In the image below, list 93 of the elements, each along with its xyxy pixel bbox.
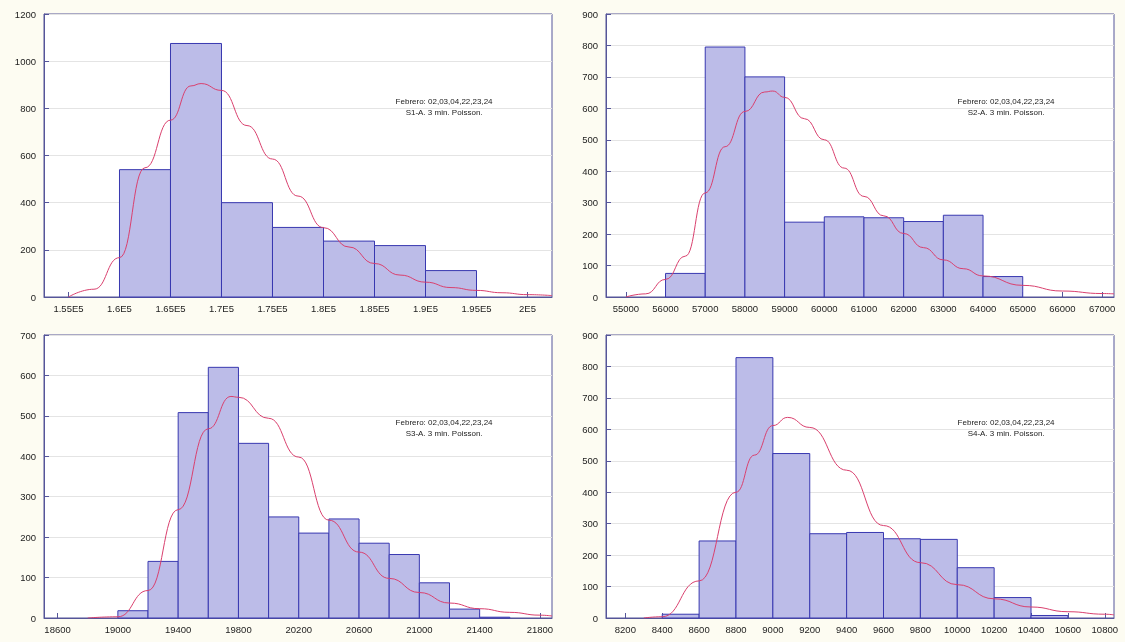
y-tick-label: 200 — [20, 244, 36, 256]
x-tick-label: 21400 — [466, 623, 493, 635]
x-tick-label: 65000 — [1009, 302, 1036, 314]
y-tick-label: 500 — [20, 410, 36, 422]
y-tick-label: 400 — [20, 197, 36, 209]
x-tick-label: 67000 — [1088, 302, 1116, 314]
x-tick-label: 9200 — [799, 623, 821, 635]
x-tick-label: 66000 — [1049, 302, 1076, 314]
x-tick-label: 1.95E5 — [461, 302, 492, 314]
x-tick-label: 2E5 — [519, 302, 536, 314]
y-tick-label: 0 — [592, 612, 598, 624]
y-tick-label: 600 — [20, 369, 36, 381]
x-tick-label: 1.55E5 — [53, 302, 84, 314]
x-tick-label: 59000 — [771, 302, 798, 314]
x-tick-label: 8400 — [651, 623, 673, 635]
annotation: Febrero: 02,03,04,22,23,24 — [957, 417, 1056, 427]
y-tick-label: 400 — [582, 486, 598, 498]
line-series — [643, 416, 1115, 619]
x-tick-label: 8800 — [725, 623, 747, 635]
y-tick-label: 300 — [582, 518, 598, 530]
x-tick-label: 1.75E5 — [257, 302, 288, 314]
y-tick-label: 700 — [20, 329, 36, 341]
y-tick-label: 600 — [582, 102, 598, 114]
y-tick-label: 800 — [582, 39, 598, 51]
y-tick-label: 0 — [592, 291, 598, 303]
annotation: S3-A. 3 min. Poisson. — [405, 428, 483, 438]
x-tick-label: 1.85E5 — [359, 302, 390, 314]
x-tick-label: 60000 — [811, 302, 838, 314]
y-tick-label: 600 — [20, 150, 36, 161]
x-tick-label: 1.65E5 — [155, 302, 186, 314]
x-tick-label: 8600 — [688, 623, 710, 635]
x-tick-label: 10800 — [1091, 623, 1118, 635]
y-tick-label: 200 — [582, 228, 598, 240]
x-tick-label: 8200 — [614, 623, 636, 635]
y-tick-label: 100 — [20, 572, 36, 584]
line-series — [87, 395, 553, 619]
y-tick-label: 100 — [582, 260, 598, 272]
annotation: S1-A. 3 min. Poisson. — [405, 107, 483, 117]
x-tick-label: 9400 — [836, 623, 858, 635]
line-series — [625, 90, 1115, 298]
y-tick-label: 0 — [30, 612, 36, 624]
y-tick-label: 700 — [582, 71, 598, 83]
x-tick-label: 1.7E5 — [209, 302, 234, 314]
annotation: Febrero: 02,03,04,22,23,24 — [395, 417, 494, 427]
x-tick-label: 61000 — [850, 302, 878, 314]
x-tick-label: 10400 — [1017, 623, 1045, 635]
y-tick-label: 600 — [582, 423, 598, 435]
y-tick-label: 800 — [582, 360, 598, 372]
x-tick-label: 9000 — [762, 623, 784, 635]
y-tick-label: 800 — [20, 102, 36, 114]
x-tick-label: 57000 — [692, 302, 719, 314]
x-tick-label: 62000 — [890, 302, 917, 314]
x-tick-label: 20600 — [345, 623, 373, 635]
line-series — [67, 83, 553, 298]
y-tick-label: 400 — [20, 450, 36, 462]
annotation: S2-A. 3 min. Poisson. — [967, 107, 1045, 117]
x-tick-label: 18600 — [44, 623, 71, 635]
x-tick-label: 10200 — [980, 623, 1008, 635]
y-tick-label: 300 — [20, 491, 36, 503]
x-tick-label: 21800 — [526, 623, 554, 635]
y-tick-label: 500 — [582, 134, 598, 146]
x-tick-label: 1.8E5 — [311, 302, 336, 314]
y-tick-label: 200 — [582, 549, 598, 561]
x-tick-label: 1.9E5 — [413, 302, 438, 314]
x-tick-label: 19000 — [104, 623, 132, 635]
y-tick-label: 900 — [582, 8, 598, 20]
x-tick-label: 64000 — [969, 302, 997, 314]
x-tick-label: 56000 — [652, 302, 679, 314]
x-tick-label: 20200 — [285, 623, 312, 635]
x-tick-label: 55000 — [612, 302, 640, 314]
y-tick-label: 100 — [582, 581, 598, 593]
y-tick-label: 500 — [582, 455, 598, 467]
y-tick-label: 900 — [582, 329, 598, 341]
x-tick-label: 58000 — [731, 302, 759, 314]
x-tick-label: 9800 — [909, 623, 931, 635]
annotation: Febrero: 02,03,04,22,23,24 — [957, 96, 1056, 106]
x-tick-label: 19800 — [225, 623, 252, 635]
x-tick-label: 1.6E5 — [107, 302, 132, 314]
y-tick-label: 200 — [20, 531, 36, 543]
y-tick-label: 0 — [30, 291, 36, 303]
x-tick-label: 10000 — [944, 623, 971, 635]
x-tick-label: 19400 — [164, 623, 192, 635]
y-tick-label: 400 — [582, 165, 598, 177]
x-tick-label: 63000 — [930, 302, 957, 314]
y-tick-label: 1200 — [14, 8, 36, 20]
x-tick-label: 9600 — [872, 623, 895, 635]
y-tick-label: 300 — [582, 197, 598, 209]
y-tick-label: 1000 — [14, 55, 36, 67]
annotation: S4-A. 3 min. Poisson. — [967, 428, 1045, 438]
x-tick-label: 21000 — [406, 623, 433, 635]
annotation: Febrero: 02,03,04,22,23,24 — [395, 96, 494, 106]
y-tick-label: 700 — [582, 392, 598, 404]
x-tick-label: 10600 — [1054, 623, 1082, 635]
